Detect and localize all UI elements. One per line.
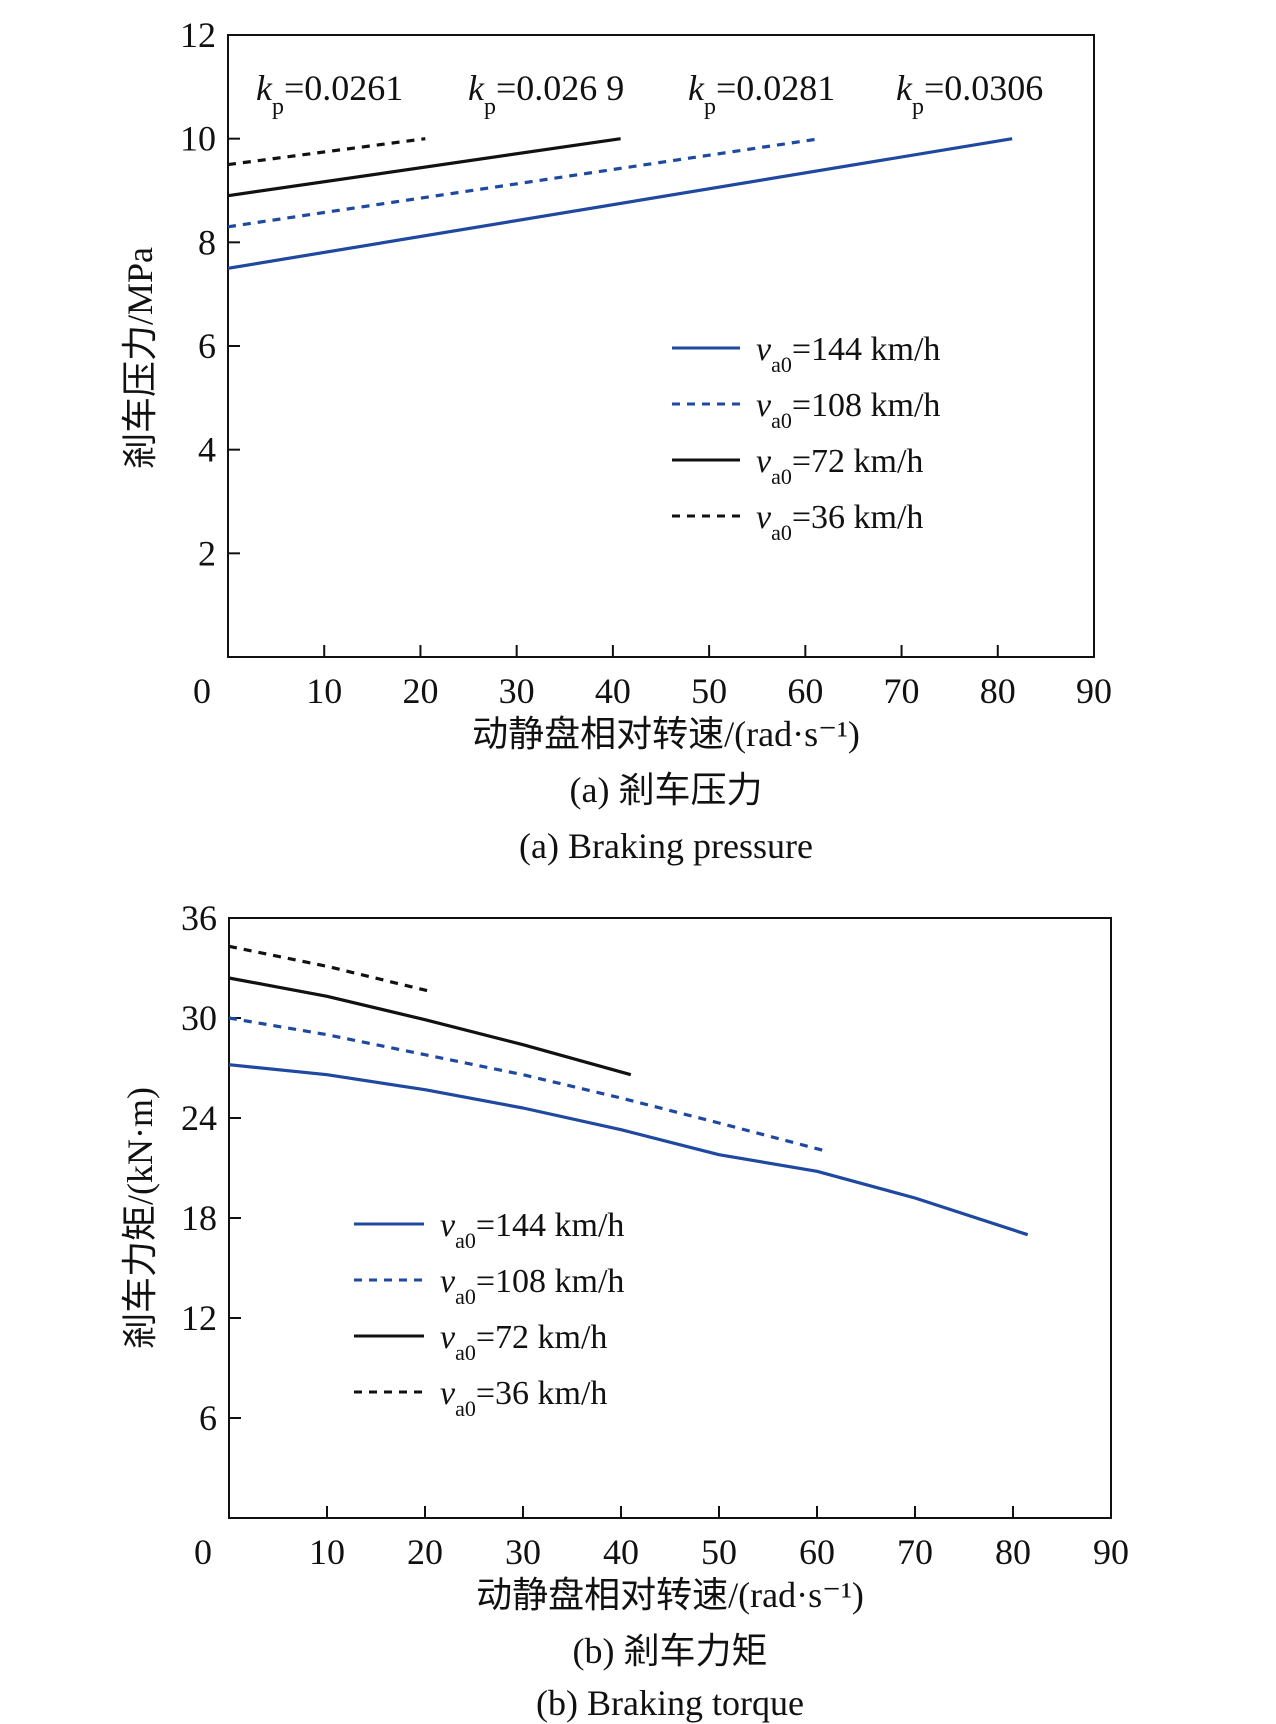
legend-item: va0=72 km/h <box>672 443 923 489</box>
kp-annotation: kp=0.026 9 <box>468 68 624 120</box>
y-tick-label: 6 <box>198 326 216 366</box>
legend-label: va0=36 km/h <box>440 1375 607 1421</box>
x-axis-label-a: 动静盘相对转速/(rad·s⁻¹) <box>472 714 860 754</box>
y-ticks-a: 2 4 6 8 10 12 <box>180 15 240 573</box>
x-tick-label: 40 <box>603 1532 639 1572</box>
x-ticks-b: 0 10 20 30 40 50 60 70 80 90 <box>194 1506 1129 1572</box>
legend-item: va0=108 km/h <box>672 387 940 433</box>
series-line <box>227 137 621 198</box>
kp-annotations-a: kp=0.0261 kp=0.026 9 kp=0.0281 kp=0.0306 <box>256 68 1043 120</box>
x-tick-label: 10 <box>306 671 342 711</box>
legend-label: va0=36 km/h <box>756 499 923 545</box>
legend-item: va0=36 km/h <box>354 1375 607 1421</box>
y-tick-label: 8 <box>198 222 216 262</box>
x-tick-label: 80 <box>995 1532 1031 1572</box>
legend-item: va0=36 km/h <box>672 499 923 545</box>
y-tick-label: 6 <box>199 1398 217 1438</box>
caption-cn-a: (a) 剎车压力 <box>570 770 763 810</box>
caption-cn-b: (b) 剎车力矩 <box>573 1631 768 1671</box>
kp-annotation: kp=0.0261 <box>256 68 403 120</box>
series-lines-b <box>228 944 1029 1237</box>
series-line <box>228 1016 828 1153</box>
y-tick-label: 36 <box>181 898 217 938</box>
x-tick-label: 30 <box>499 671 535 711</box>
caption-en-a: (a) Braking pressure <box>519 826 813 866</box>
legend-b: va0=144 km/h va0=108 km/h va0=72 km/h va… <box>354 1207 624 1421</box>
legend-label: va0=108 km/h <box>440 1263 624 1309</box>
y-tick-label: 4 <box>198 430 216 470</box>
x-tick-label: 20 <box>402 671 438 711</box>
y-tick-label: 10 <box>180 119 216 159</box>
y-tick-label: 2 <box>198 533 216 573</box>
x-tick-label: 90 <box>1076 671 1112 711</box>
x-tick-label: 0 <box>193 671 211 711</box>
x-tick-label: 60 <box>787 671 823 711</box>
x-tick-label: 40 <box>595 671 631 711</box>
series-line <box>227 137 426 167</box>
legend-item: va0=144 km/h <box>672 331 940 377</box>
y-ticks-b: 6 12 18 24 30 36 <box>181 898 241 1438</box>
x-tick-label: 0 <box>194 1532 212 1572</box>
x-tick-label: 50 <box>691 671 727 711</box>
kp-annotation: kp=0.0306 <box>896 68 1043 120</box>
x-tick-label: 50 <box>701 1532 737 1572</box>
y-tick-label: 18 <box>181 1198 217 1238</box>
series-line <box>227 137 1013 270</box>
y-axis-label-b: 剎车力矩/(kN·m) <box>120 1087 160 1349</box>
y-tick-label: 24 <box>181 1098 217 1138</box>
x-tick-label: 30 <box>505 1532 541 1572</box>
kp-annotation: kp=0.0281 <box>688 68 835 120</box>
series-line <box>228 944 431 993</box>
y-tick-label: 12 <box>180 15 216 55</box>
x-tick-label: 10 <box>309 1532 345 1572</box>
legend-label: va0=144 km/h <box>756 331 940 377</box>
series-line <box>228 1063 1029 1237</box>
legend-label: va0=108 km/h <box>756 387 940 433</box>
series-lines-a <box>227 137 1013 270</box>
x-axis-label-b: 动静盘相对转速/(rad·s⁻¹) <box>476 1575 864 1615</box>
x-tick-label: 60 <box>799 1532 835 1572</box>
caption-en-b: (b) Braking torque <box>536 1683 804 1723</box>
x-tick-label: 80 <box>980 671 1016 711</box>
legend-label: va0=72 km/h <box>440 1319 607 1365</box>
y-axis-label-a: 剎车压力/MPa <box>120 247 160 469</box>
plot-frame-a <box>227 34 1095 658</box>
legend-item: va0=144 km/h <box>354 1207 624 1253</box>
x-tick-label: 90 <box>1093 1532 1129 1572</box>
legend-item: va0=108 km/h <box>354 1263 624 1309</box>
series-line <box>228 976 632 1077</box>
legend-label: va0=72 km/h <box>756 443 923 489</box>
series-line <box>227 137 821 229</box>
x-tick-label: 20 <box>407 1532 443 1572</box>
panel-a: 0 10 20 30 40 50 60 70 80 90 2 4 6 8 10 12 kp=0.0261 k… <box>120 15 1112 866</box>
legend-item: va0=72 km/h <box>354 1319 607 1365</box>
panel-b: 0 10 20 30 40 50 60 70 80 90 6 12 18 24 30 36 va0=144 … <box>120 898 1129 1723</box>
legend-a: va0=144 km/h va0=108 km/h va0=72 km/h va… <box>672 331 940 545</box>
legend-label: va0=144 km/h <box>440 1207 624 1253</box>
y-tick-label: 30 <box>181 998 217 1038</box>
x-tick-label: 70 <box>897 1532 933 1572</box>
x-ticks-a: 0 10 20 30 40 50 60 70 80 90 <box>193 645 1112 711</box>
x-tick-label: 70 <box>884 671 920 711</box>
y-tick-label: 12 <box>181 1298 217 1338</box>
